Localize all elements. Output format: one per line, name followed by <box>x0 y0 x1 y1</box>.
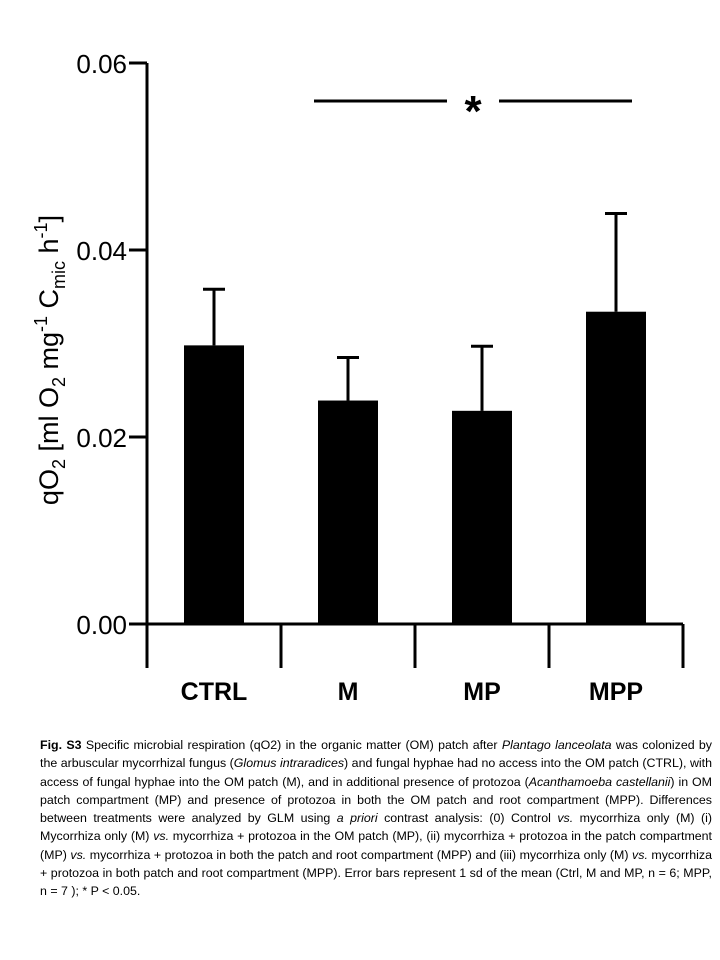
y-tick-label: 0.04 <box>76 236 127 266</box>
x-tick-labels: CTRL M MP MPP <box>181 678 643 706</box>
caption-segment-4: ) and fungal hyphae had no access into t… <box>40 756 712 789</box>
caption-segment-1: Plantago lanceolata <box>501 738 612 752</box>
caption-segment-12: mycorrhiza + protozoa in the OM patch (M… <box>40 829 713 862</box>
caption-segment-16: mycorrhiza + protozoa in both patch and … <box>40 847 713 899</box>
y-axis-title-part: ] <box>34 215 64 223</box>
bar-mp <box>452 410 512 624</box>
y-tick-label: 0.00 <box>76 610 127 640</box>
x-tick-label-mp: MP <box>463 678 501 706</box>
y-tick-label: 0.02 <box>76 423 127 453</box>
caption-segment-8: contrast analysis: (0) Control <box>377 811 558 826</box>
caption-segment-14: mycorrhiza + protozoa in both the patch … <box>86 847 633 862</box>
y-axis-title-part: 2 <box>49 377 69 387</box>
caption-segment-0: Specific microbial respiration (qO2) in … <box>81 738 502 752</box>
caption-segment-5: Acanthamoeba castellanii <box>528 774 671 789</box>
y-axis-title-part: 2 <box>49 459 69 469</box>
x-tick-label-m: M <box>338 678 359 706</box>
y-axis-title-part: mg <box>34 332 64 377</box>
bar-chart: qO2 [ml O2 mg-1 Cmic h-1] 0.000.020.040.… <box>31 49 685 706</box>
y-axis-title: qO2 [ml O2 mg-1 Cmic h-1] <box>31 215 69 505</box>
caption-body: Specific microbial respiration (qO2) in … <box>40 738 712 898</box>
x-tick-label-ctrl: CTRL <box>181 678 248 706</box>
x-tick-label-mpp: MPP <box>589 678 643 706</box>
caption-segment-3: Glomus intraradices <box>233 756 345 771</box>
caption-segment-11: vs. <box>153 829 170 844</box>
caption-segment-7: a priori <box>336 811 378 826</box>
y-axis-title-part: -1 <box>31 222 51 238</box>
y-axis-title-part: mic <box>49 261 69 289</box>
caption-segment-2: was colonized by the arbuscular mycorrhi… <box>40 738 713 771</box>
caption-segment-15: vs. <box>632 847 648 862</box>
figure-caption: Fig. S3 Specific microbial respiration (… <box>40 736 712 901</box>
bars <box>184 311 646 624</box>
y-tick-label: 0.06 <box>76 49 127 79</box>
y-tick-labels: 0.00 0.02 0.04 0.06 <box>76 49 127 640</box>
error-bars <box>203 212 627 411</box>
bar-m <box>318 400 378 624</box>
caption-lead: Fig. S3 <box>40 738 82 752</box>
y-axis-title-part: C <box>34 289 64 316</box>
caption-segment-13: vs. <box>70 847 87 862</box>
significance-star: * <box>464 87 482 136</box>
caption-segment-10: mycorrhiza only (M) (i) Mycorrhiza only … <box>40 811 712 844</box>
y-axis-title-part: h <box>34 238 64 261</box>
caption-segment-9: vs. <box>557 811 574 826</box>
caption-segment-6: ) in OM patch compartment (MP) and prese… <box>40 774 712 826</box>
bar-ctrl <box>184 345 244 624</box>
y-axis-label: qO2 [ml O2 mg-1 Cmic h-1] <box>31 215 69 505</box>
y-axis-title-part: -1 <box>31 316 51 332</box>
bar-mpp <box>586 311 646 624</box>
y-axis-title-part: qO <box>34 469 64 505</box>
y-axis-title-part: [ml O <box>34 387 64 459</box>
significance-bracket: * <box>314 87 632 136</box>
